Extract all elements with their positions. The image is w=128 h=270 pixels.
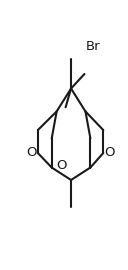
- Text: Br: Br: [86, 40, 100, 53]
- Text: O: O: [56, 159, 67, 172]
- Text: O: O: [26, 147, 37, 160]
- Text: O: O: [104, 147, 115, 160]
